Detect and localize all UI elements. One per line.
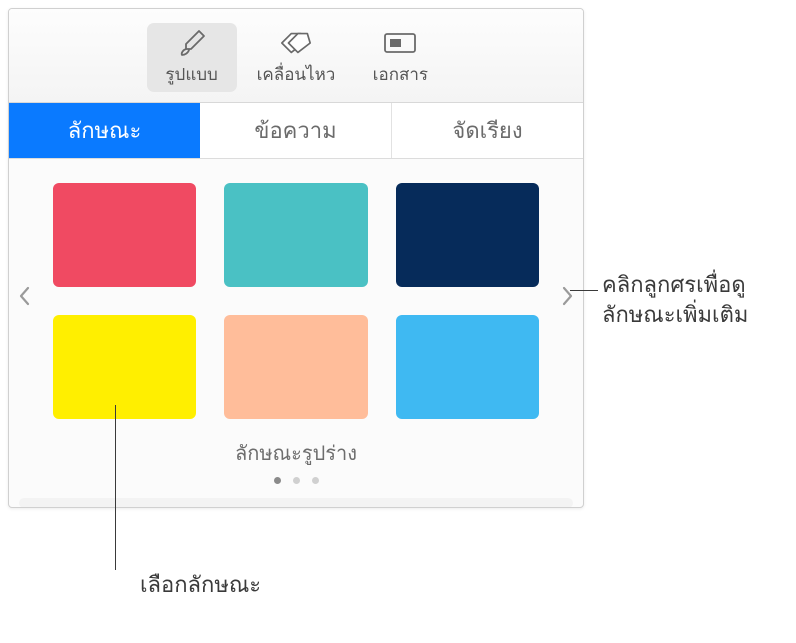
callout-text: เลือกลักษณะ [140, 572, 261, 597]
chevron-left-icon [18, 286, 30, 306]
page-indicator [9, 477, 583, 484]
inspector-toolbar: รูปแบบ เคลื่อนไหว เอกสาร [9, 9, 583, 103]
horizontal-scrollbar[interactable] [19, 498, 573, 508]
callout-leader-line [115, 405, 116, 570]
document-tab[interactable]: เอกสาร [355, 23, 445, 92]
tab-arrange-label: จัดเรียง [452, 113, 522, 148]
animate-tab-label: เคลื่อนไหว [257, 61, 336, 88]
style-swatch[interactable] [224, 315, 367, 419]
callout-leader-line [570, 290, 598, 291]
animate-tab[interactable]: เคลื่อนไหว [245, 23, 348, 92]
style-swatch[interactable] [53, 183, 196, 287]
presentation-icon [383, 29, 417, 57]
format-subtabs: ลักษณะ ข้อความ จัดเรียง [9, 103, 583, 159]
page-dot[interactable] [293, 477, 300, 484]
brush-icon [175, 29, 209, 57]
next-styles-arrow[interactable] [557, 196, 579, 396]
diamond-icon [279, 29, 313, 57]
format-inspector-panel: รูปแบบ เคลื่อนไหว เอกสาร ลักษณะ [8, 8, 584, 508]
callout-text: คลิกลูกศรเพื่อดู [602, 270, 792, 300]
format-tab-label: รูปแบบ [165, 61, 217, 88]
style-swatch-grid [35, 167, 557, 425]
format-tab[interactable]: รูปแบบ [147, 23, 237, 92]
tab-style-label: ลักษณะ [68, 113, 142, 148]
tab-text-label: ข้อความ [254, 113, 336, 148]
style-swatch[interactable] [396, 183, 539, 287]
prev-styles-arrow[interactable] [13, 196, 35, 396]
chevron-right-icon [562, 286, 574, 306]
styles-caption: ลักษณะรูปร่าง [9, 437, 583, 469]
style-swatch[interactable] [396, 315, 539, 419]
document-tab-label: เอกสาร [373, 61, 428, 88]
page-dot[interactable] [274, 477, 281, 484]
style-swatch[interactable] [224, 183, 367, 287]
style-swatch[interactable] [53, 315, 196, 419]
tab-text[interactable]: ข้อความ [200, 103, 392, 158]
callout-text: ลักษณะเพิ่มเติม [602, 300, 792, 330]
callout-select-style: เลือกลักษณะ [140, 570, 261, 600]
page-dot[interactable] [312, 477, 319, 484]
callout-next-arrow: คลิกลูกศรเพื่อดู ลักษณะเพิ่มเติม [602, 270, 792, 329]
tab-arrange[interactable]: จัดเรียง [392, 103, 583, 158]
tab-style[interactable]: ลักษณะ [9, 103, 200, 158]
shape-styles-area [9, 159, 583, 429]
